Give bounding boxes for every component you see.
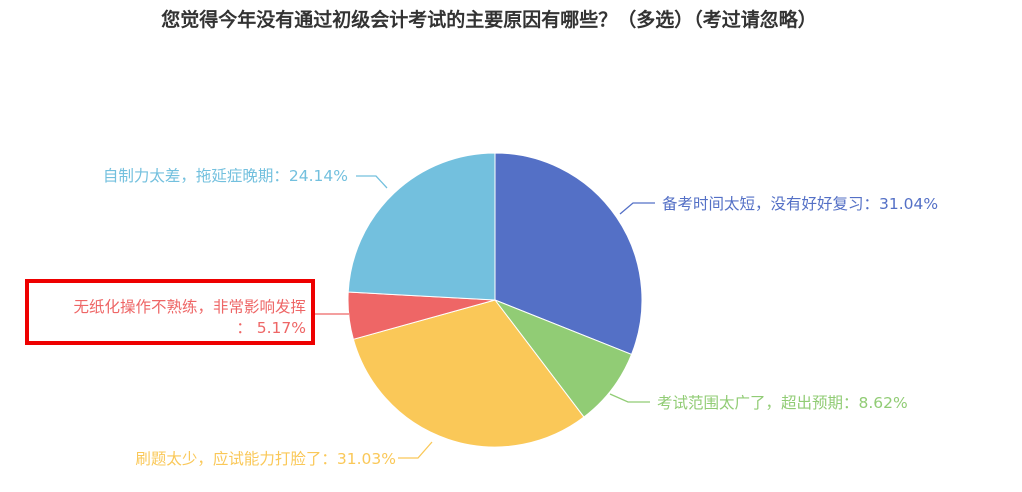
pie-slice [347, 152, 496, 301]
leader-line [619, 202, 655, 215]
slice-label: 备考时间太短，没有好好复习：31.04% [662, 195, 938, 213]
slice-label-line: 无纸化操作不熟练，非常影响发挥 [73, 298, 306, 316]
pie-slice [494, 152, 643, 356]
slice-label: 自制力太差，拖延症晚期：24.14% [103, 167, 348, 185]
leader-line [609, 393, 650, 403]
slice-labels: 备考时间太短，没有好好复习：31.04% 考试范围太广了，超出预期：8.62% 刷题… [73, 167, 938, 468]
label-leader-lines [312, 175, 655, 459]
leader-line [356, 175, 388, 189]
leader-line [398, 441, 433, 459]
slice-label: 刷题太少，应试能力打脸了：31.03% [135, 449, 396, 468]
highlight-box [25, 279, 315, 345]
pie-slice [352, 299, 585, 448]
slice-label: 无纸化操作不熟练，非常影响发挥 ： 5.17% [73, 298, 306, 337]
pie-slices [347, 152, 643, 448]
chart-title: 您觉得今年没有通过初级会计考试的主要原因有哪些？（多选）（考过请忽略） [161, 8, 817, 31]
slice-label: 考试范围太广了，超出预期：8.62% [657, 394, 908, 412]
slice-value-text: ： 5.17% [236, 319, 306, 337]
